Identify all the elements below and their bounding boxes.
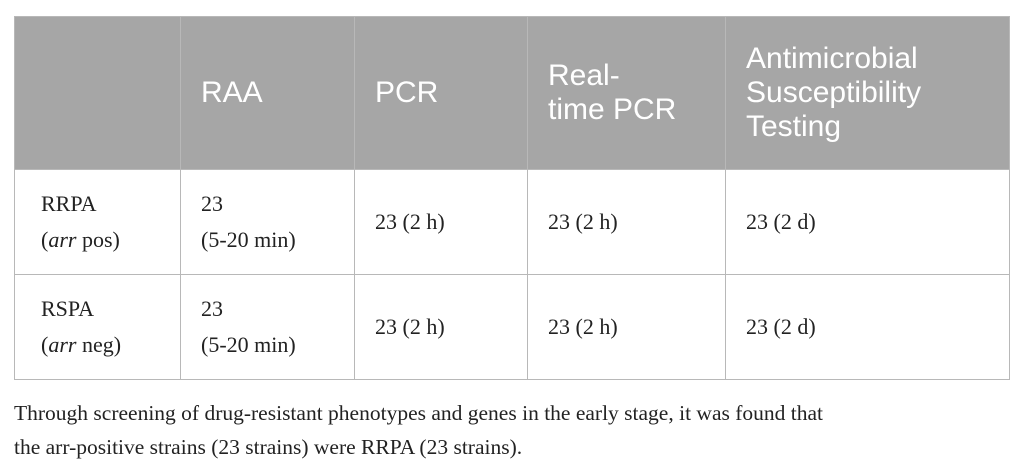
table-row-rrpa: RRPA (arr pos) 23 (5-20 min) 23 (2 h) 23… [14, 169, 1010, 275]
raa-count: 23 [201, 296, 223, 321]
raa-cell: 23 (5-20 min) [180, 274, 355, 380]
header-ast-line2: Susceptibility [746, 76, 922, 109]
realtime-pcr-cell: 23 (2 h) [527, 274, 726, 380]
row-label: RRPA [41, 191, 97, 216]
paren-open: ( [41, 227, 49, 252]
row-gene-status: (arr neg) [41, 327, 170, 363]
pcr-cell: 23 (2 h) [354, 274, 528, 380]
paren-open: ( [41, 332, 49, 357]
header-realtime-pcr-line1: Real- [548, 59, 620, 92]
header-pcr: PCR [354, 16, 528, 170]
header-ast-line1: Antimicrobial [746, 42, 918, 75]
header-raa: RAA [180, 16, 355, 170]
ast-cell: 23 (2 d) [725, 169, 1010, 275]
gene-status: pos) [76, 227, 120, 252]
header-realtime-pcr: Real- time PCR [527, 16, 726, 170]
raa-count: 23 [201, 191, 223, 216]
pcr-cell: 23 (2 h) [354, 169, 528, 275]
gene-name: arr [48, 227, 77, 252]
header-ast-line3: Testing [746, 110, 842, 143]
ast-cell: 23 (2 d) [725, 274, 1010, 380]
header-antimicrobial-susceptibility-testing: Antimicrobial Susceptibility Testing [725, 16, 1010, 170]
raa-time: (5-20 min) [201, 332, 296, 357]
table-body: RRPA (arr pos) 23 (5-20 min) 23 (2 h) 23… [14, 169, 1010, 380]
row-gene-status: (arr pos) [41, 222, 170, 258]
footnote-line2: the arr-positive strains (23 strains) we… [14, 435, 523, 459]
table-header: RAA PCR Real- time PCR Antimicrobial Sus… [14, 16, 1010, 170]
results-table-container: RAA PCR Real- time PCR Antimicrobial Sus… [14, 16, 1010, 380]
header-corner-cell [14, 16, 181, 170]
gene-status: neg) [76, 332, 122, 357]
header-realtime-pcr-line2: time PCR [548, 93, 677, 126]
footnote-line1: Through screening of drug-resistant phen… [14, 401, 824, 425]
gene-name: arr [48, 332, 77, 357]
row-label-cell: RSPA (arr neg) [14, 274, 181, 380]
raa-cell: 23 (5-20 min) [180, 169, 355, 275]
detection-methods-table: RAA PCR Real- time PCR Antimicrobial Sus… [14, 16, 1010, 380]
raa-time: (5-20 min) [201, 227, 296, 252]
table-row-rspa: RSPA (arr neg) 23 (5-20 min) 23 (2 h) 23… [14, 274, 1010, 380]
row-label: RSPA [41, 296, 95, 321]
realtime-pcr-cell: 23 (2 h) [527, 169, 726, 275]
table-footnote: Through screening of drug-resistant phen… [14, 396, 1014, 464]
header-row: RAA PCR Real- time PCR Antimicrobial Sus… [14, 16, 1010, 170]
row-label-cell: RRPA (arr pos) [14, 169, 181, 275]
